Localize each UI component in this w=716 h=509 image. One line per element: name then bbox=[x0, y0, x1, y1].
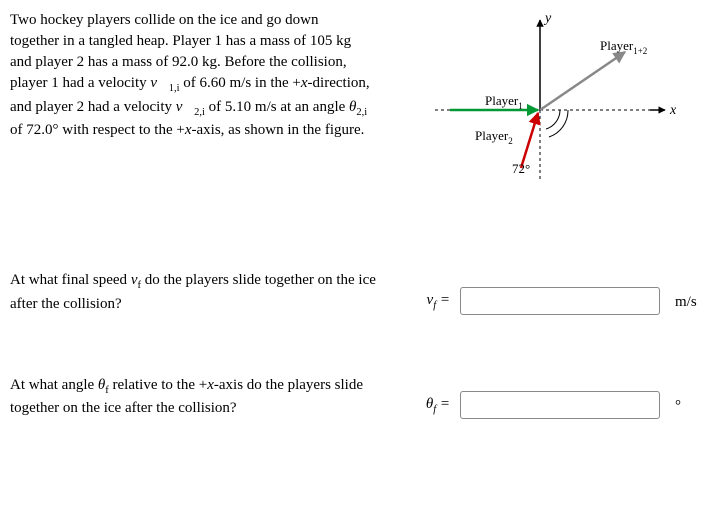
question2-input[interactable] bbox=[460, 391, 660, 419]
problem-statement: Two hockey players collide on the ice an… bbox=[10, 10, 370, 210]
y-axis-label: y bbox=[543, 11, 552, 26]
angle-label: 72° bbox=[512, 161, 530, 176]
question2-symbol: θf = bbox=[400, 396, 450, 419]
question1-input[interactable] bbox=[460, 287, 660, 315]
question2-unit: ° bbox=[670, 398, 681, 419]
angle-arc bbox=[546, 110, 560, 129]
player1-label: Player1 bbox=[485, 93, 523, 111]
question1-unit: m/s bbox=[670, 294, 697, 315]
player2-label: Player2 bbox=[475, 128, 513, 146]
question2-text: At what angle θf relative to the +x-axis… bbox=[10, 375, 390, 420]
question1-symbol: vf = bbox=[400, 292, 450, 315]
player2-vector bbox=[521, 113, 538, 168]
vector-diagram: y x Player1 Player2 72° Player1+2 bbox=[390, 10, 706, 210]
x-axis-label: x bbox=[669, 103, 677, 118]
angle-arc2 bbox=[549, 110, 568, 137]
question1-text: At what final speed vf do the players sl… bbox=[10, 270, 390, 315]
player12-vector bbox=[540, 52, 625, 110]
